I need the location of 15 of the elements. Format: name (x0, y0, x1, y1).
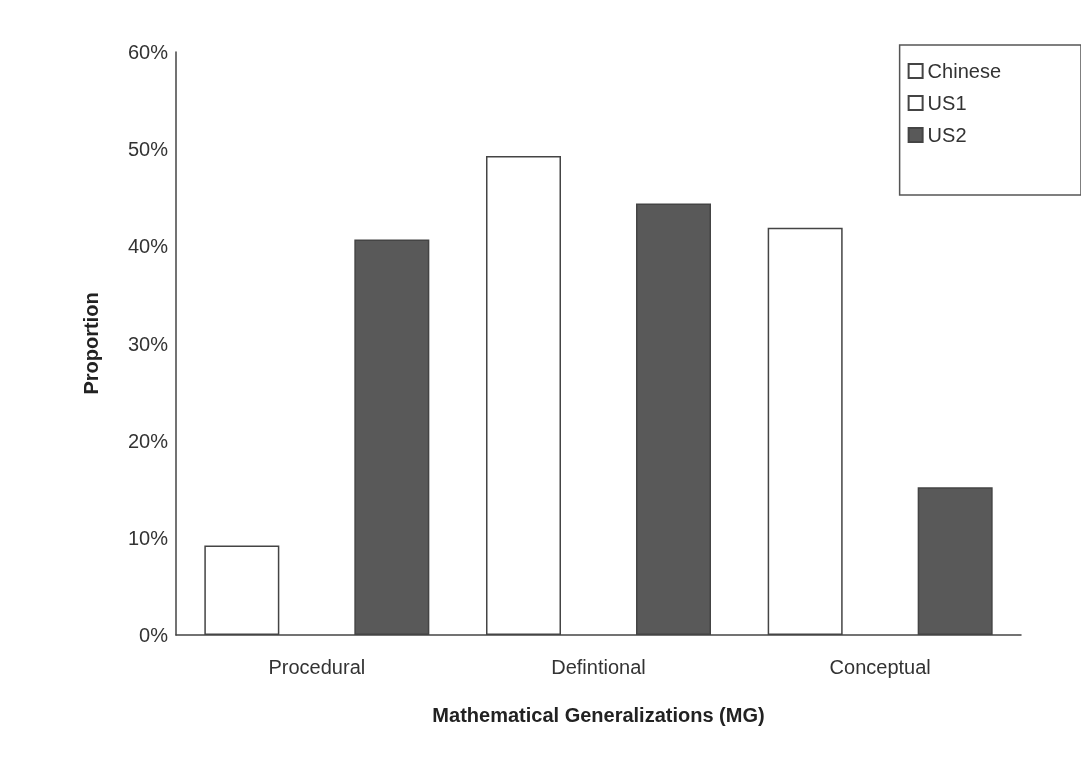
y-tick-label: 60% (127, 41, 169, 63)
y-tick-label: 40% (127, 235, 169, 258)
y-tick-label: 50% (127, 138, 169, 161)
x-tick-label: Conceptual (829, 656, 931, 678)
legend-label: US2 (927, 124, 967, 146)
y-tick-label: 0% (139, 624, 169, 646)
y-axis-title: Proportion (80, 292, 102, 395)
y-tick-label: 10% (127, 526, 169, 549)
x-tick-label: Defintional (551, 656, 646, 678)
y-tick-label: 20% (127, 429, 169, 452)
x-axis-title: Mathematical Generalizations (MG) (432, 704, 765, 726)
y-tick-label: 30% (127, 332, 169, 355)
legend-label: Chinese (927, 60, 1002, 82)
legend-label: US1 (927, 92, 967, 114)
x-tick-label: Procedural (268, 656, 366, 678)
